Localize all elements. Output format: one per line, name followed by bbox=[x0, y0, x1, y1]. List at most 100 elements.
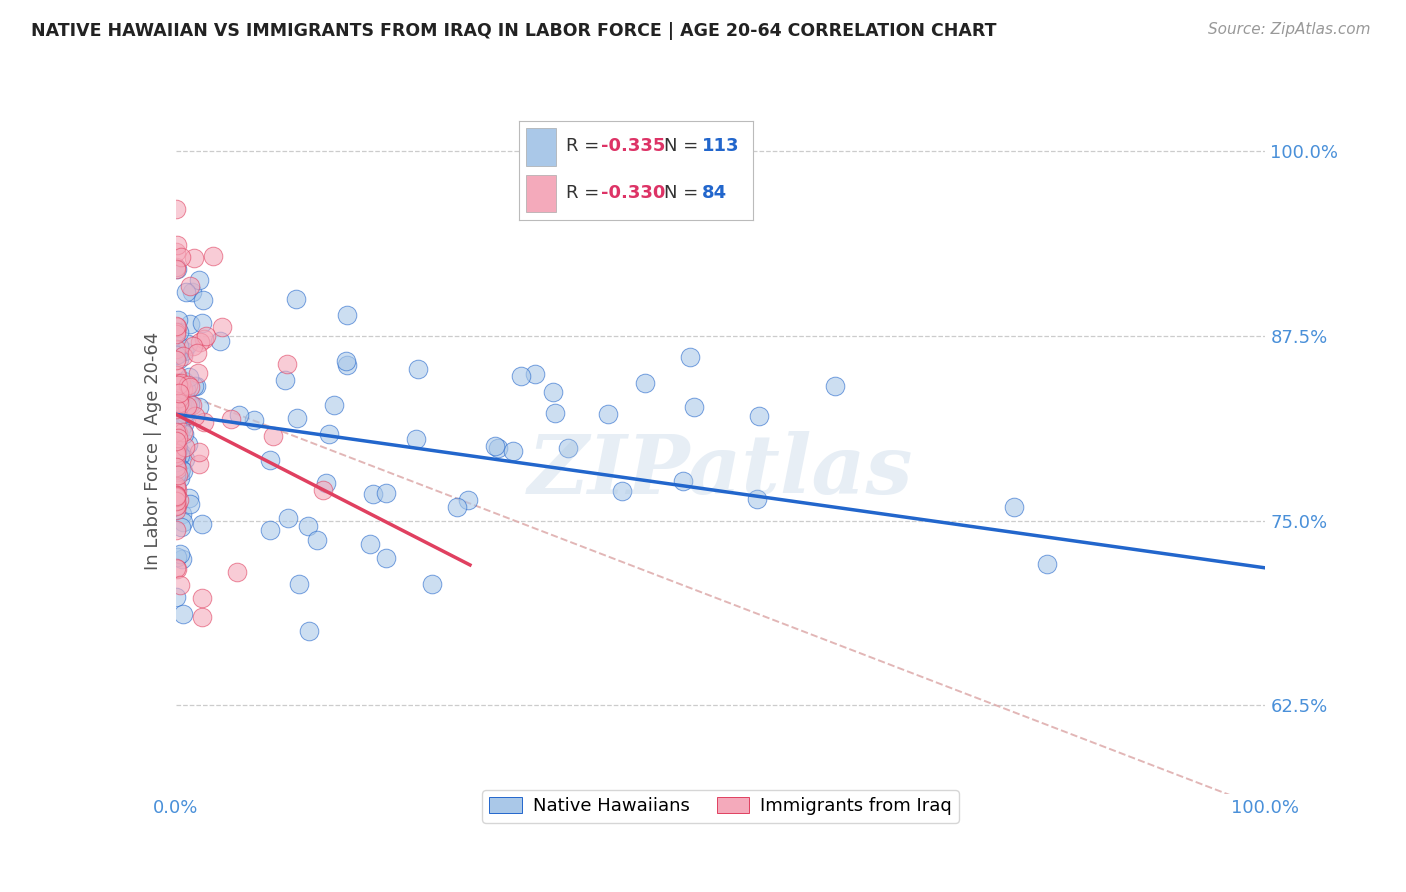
Point bbox=[262, 429, 284, 443]
Point bbox=[312, 483, 335, 497]
Point bbox=[165, 319, 187, 334]
Point bbox=[167, 431, 190, 445]
Point bbox=[363, 487, 385, 501]
Point bbox=[557, 442, 579, 456]
Point bbox=[287, 411, 309, 425]
Point bbox=[183, 409, 205, 423]
Point bbox=[484, 439, 506, 453]
Point bbox=[486, 441, 509, 455]
Point bbox=[177, 370, 200, 384]
Point bbox=[596, 407, 619, 421]
Point bbox=[167, 385, 190, 400]
Point bbox=[169, 380, 191, 394]
Point bbox=[170, 507, 193, 521]
Point bbox=[166, 343, 188, 357]
Point bbox=[298, 624, 321, 639]
Point bbox=[259, 523, 281, 537]
Point bbox=[167, 378, 190, 392]
Point bbox=[179, 397, 201, 411]
Point bbox=[170, 422, 193, 436]
Text: N =: N = bbox=[664, 184, 704, 202]
Point bbox=[672, 474, 695, 488]
Text: 84: 84 bbox=[702, 184, 727, 202]
Point bbox=[191, 293, 214, 308]
Point bbox=[165, 455, 187, 469]
Point bbox=[336, 358, 359, 372]
Point bbox=[228, 408, 250, 422]
Text: -0.330: -0.330 bbox=[600, 184, 665, 202]
Point bbox=[173, 417, 195, 431]
Point bbox=[169, 388, 191, 402]
Point bbox=[188, 334, 211, 349]
Point bbox=[165, 445, 187, 459]
Point bbox=[166, 368, 188, 383]
Point bbox=[305, 533, 328, 548]
Point bbox=[170, 462, 193, 476]
Point bbox=[502, 444, 524, 458]
Point bbox=[165, 368, 187, 383]
Text: -0.335: -0.335 bbox=[600, 137, 665, 155]
Point bbox=[166, 377, 188, 392]
Point bbox=[174, 382, 197, 396]
Point bbox=[170, 398, 193, 412]
Point bbox=[166, 483, 188, 497]
Point bbox=[173, 400, 195, 414]
Point bbox=[169, 547, 191, 561]
Point bbox=[166, 238, 188, 252]
Point bbox=[165, 425, 187, 439]
Point bbox=[336, 308, 359, 322]
Point bbox=[167, 387, 190, 401]
Y-axis label: In Labor Force | Age 20-64: In Labor Force | Age 20-64 bbox=[143, 331, 162, 570]
Point bbox=[165, 399, 187, 413]
Point bbox=[165, 561, 187, 575]
Point bbox=[165, 459, 187, 474]
Point bbox=[169, 391, 191, 405]
Point bbox=[165, 425, 187, 439]
Point bbox=[193, 333, 215, 347]
Point bbox=[179, 498, 201, 512]
Point bbox=[315, 475, 337, 490]
Point bbox=[173, 409, 195, 424]
Point bbox=[612, 484, 634, 499]
Point bbox=[166, 499, 188, 513]
Point bbox=[173, 344, 195, 359]
Point bbox=[165, 488, 187, 502]
Point bbox=[288, 576, 311, 591]
Point bbox=[165, 488, 187, 502]
Point bbox=[166, 347, 188, 361]
Point bbox=[190, 516, 212, 531]
Point bbox=[169, 448, 191, 462]
Point bbox=[187, 445, 209, 459]
Point bbox=[166, 462, 188, 476]
Point bbox=[165, 244, 187, 259]
Point bbox=[183, 252, 205, 266]
Point bbox=[165, 467, 187, 482]
Point bbox=[165, 499, 187, 513]
Point bbox=[165, 202, 187, 217]
Point bbox=[297, 519, 319, 533]
Point bbox=[166, 562, 188, 576]
Point bbox=[165, 442, 187, 456]
Point bbox=[188, 457, 211, 471]
Text: Source: ZipAtlas.com: Source: ZipAtlas.com bbox=[1208, 22, 1371, 37]
Point bbox=[165, 348, 187, 362]
Point bbox=[748, 409, 770, 423]
Point bbox=[169, 470, 191, 484]
Point bbox=[165, 445, 187, 459]
Point bbox=[243, 413, 266, 427]
Point bbox=[209, 334, 232, 348]
Point bbox=[165, 431, 187, 445]
Point bbox=[318, 427, 340, 442]
Point bbox=[678, 350, 700, 364]
Point bbox=[165, 455, 187, 469]
Point bbox=[167, 468, 190, 483]
Point bbox=[166, 441, 188, 455]
Point bbox=[165, 326, 187, 340]
Point bbox=[172, 552, 194, 566]
Point bbox=[179, 380, 201, 394]
Point bbox=[177, 437, 200, 451]
Point bbox=[190, 316, 212, 330]
Legend: Native Hawaiians, Immigrants from Iraq: Native Hawaiians, Immigrants from Iraq bbox=[482, 790, 959, 822]
Point bbox=[166, 320, 188, 334]
Point bbox=[544, 406, 567, 420]
